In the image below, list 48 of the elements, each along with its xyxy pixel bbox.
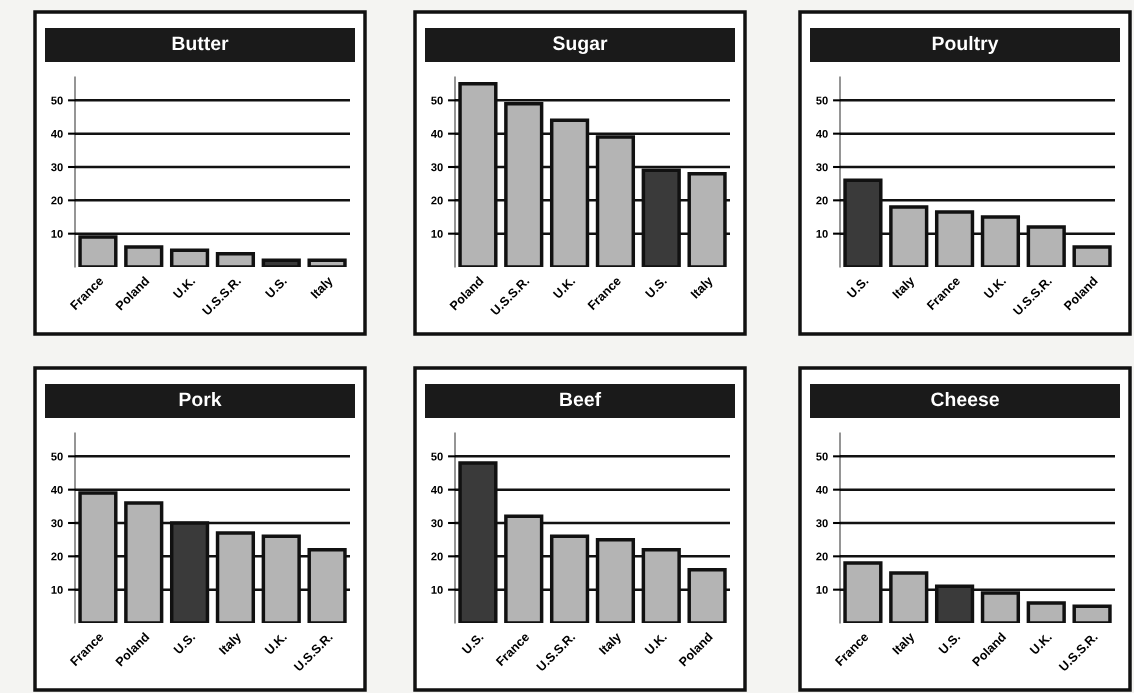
y-tick-label: 30 (816, 163, 828, 172)
y-tick-label: 40 (816, 129, 828, 138)
chart-title: Butter (172, 36, 229, 51)
y-tick-label: 50 (431, 452, 443, 461)
y-tick-label: 40 (51, 129, 63, 138)
y-tick-label: 40 (816, 485, 828, 494)
chart-title: Cheese (931, 391, 999, 407)
y-tick-label: 20 (816, 552, 828, 561)
y-tick-label: 10 (51, 585, 63, 594)
y-tick-label: 10 (816, 585, 828, 594)
chart-title: Sugar (553, 36, 608, 55)
y-tick-label: 40 (51, 485, 63, 494)
y-tick-label: 50 (816, 452, 828, 461)
x-tick-label: U.K. (264, 632, 288, 655)
x-tick-label: U.S. (644, 276, 668, 299)
y-tick-label: 50 (51, 452, 63, 461)
y-tick-label: 30 (431, 519, 443, 528)
y-tick-label: 20 (51, 552, 63, 561)
y-tick-label: 30 (51, 163, 63, 172)
y-tick-label: 50 (431, 96, 443, 105)
chart-title: Beef (560, 391, 602, 407)
x-tick-label: U.S. (461, 632, 484, 655)
x-tick-label: U.S. (938, 632, 961, 655)
x-tick-label: U.S. (264, 276, 288, 299)
y-tick-label: 10 (431, 229, 443, 238)
y-tick-label: 10 (51, 229, 63, 238)
y-tick-label: 20 (51, 196, 63, 205)
chart-title: Poultry (932, 35, 999, 55)
x-tick-label: U.K. (1029, 632, 1053, 655)
y-tick-label: 10 (816, 229, 828, 238)
x-tick-label: U.K. (644, 632, 668, 655)
y-tick-label: 40 (431, 485, 443, 494)
x-tick-label: U.K. (983, 276, 1007, 299)
x-tick-label: U.S. (173, 632, 196, 655)
y-tick-label: 50 (816, 96, 828, 105)
y-tick-label: 50 (51, 96, 63, 105)
chart-title: Pork (179, 391, 222, 407)
y-tick-label: 20 (431, 552, 443, 561)
y-tick-label: 10 (431, 585, 443, 594)
y-tick-label: 30 (51, 519, 63, 528)
y-tick-label: 20 (431, 196, 443, 205)
x-tick-label: U.K. (552, 276, 576, 299)
y-tick-label: 40 (431, 129, 443, 138)
y-tick-label: 30 (816, 519, 828, 528)
x-tick-label: U.K. (172, 276, 196, 299)
y-tick-label: 30 (431, 163, 443, 172)
y-tick-label: 20 (816, 196, 828, 205)
x-tick-label: U.S. (846, 276, 869, 299)
